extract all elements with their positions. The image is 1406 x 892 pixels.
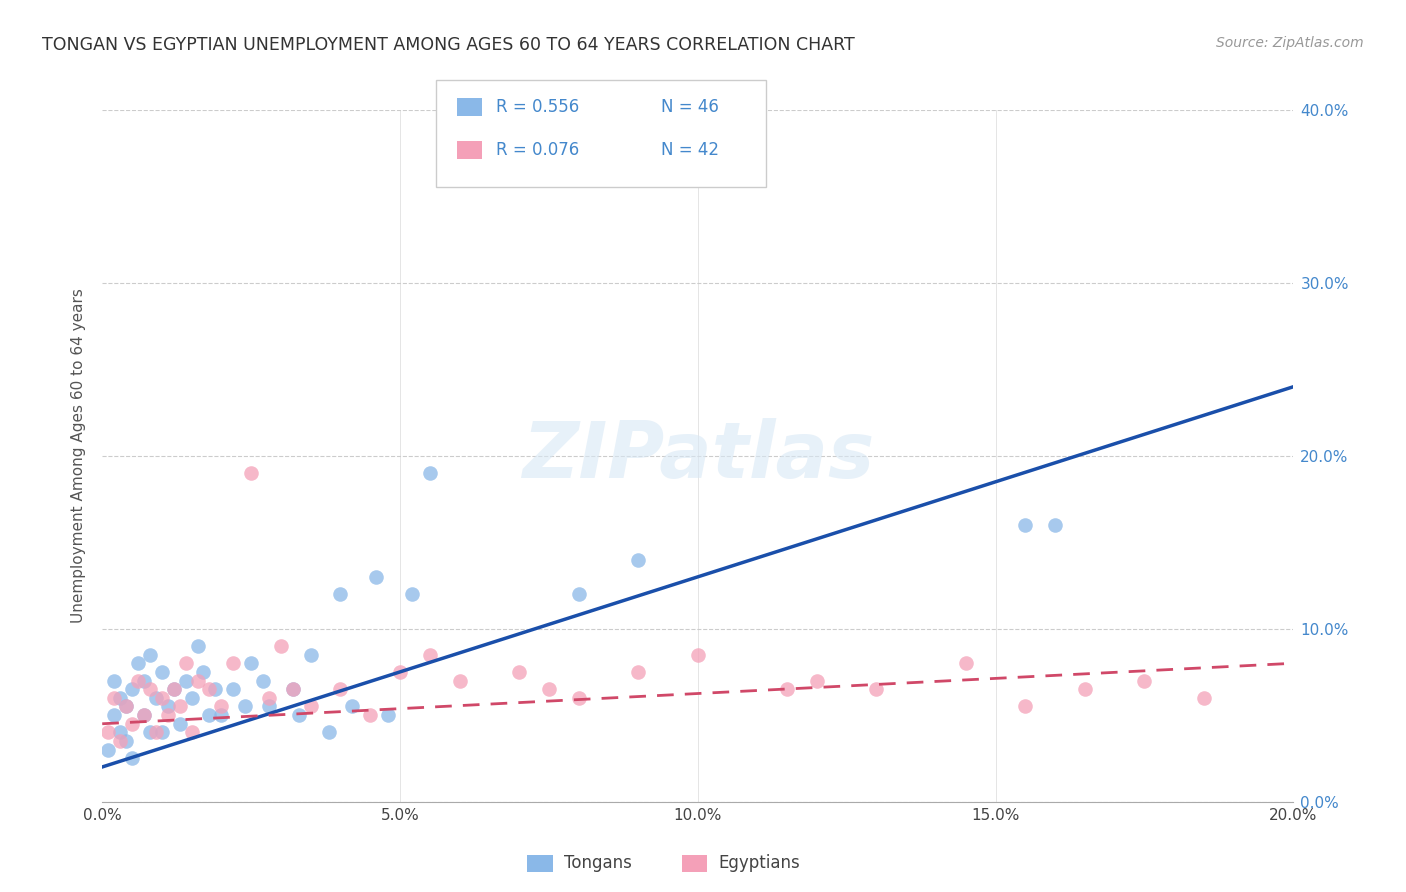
- Point: [209, 708, 232, 723]
- Point: [222, 682, 245, 697]
- Point: [299, 648, 322, 662]
- Text: Tongans: Tongans: [564, 855, 631, 872]
- Point: [198, 682, 221, 697]
- Point: [508, 665, 530, 679]
- Point: [233, 699, 256, 714]
- Point: [537, 682, 560, 697]
- Point: [329, 682, 352, 697]
- Point: [366, 570, 388, 584]
- Point: [163, 682, 186, 697]
- Point: [103, 708, 125, 723]
- Point: [568, 690, 591, 705]
- Point: [174, 657, 197, 671]
- Point: [1014, 518, 1036, 533]
- Point: [121, 716, 143, 731]
- Point: [270, 639, 292, 653]
- Point: [150, 725, 173, 739]
- Point: [121, 751, 143, 765]
- Point: [299, 699, 322, 714]
- Point: [145, 690, 167, 705]
- Point: [108, 734, 131, 748]
- Point: [115, 734, 138, 748]
- Point: [359, 708, 381, 723]
- Point: [198, 708, 221, 723]
- Point: [150, 690, 173, 705]
- Text: Source: ZipAtlas.com: Source: ZipAtlas.com: [1216, 36, 1364, 50]
- Point: [222, 657, 245, 671]
- Point: [568, 587, 591, 601]
- Text: N = 46: N = 46: [661, 98, 718, 116]
- Point: [115, 699, 138, 714]
- Point: [377, 708, 399, 723]
- Point: [342, 699, 364, 714]
- Point: [115, 699, 138, 714]
- Point: [287, 708, 309, 723]
- Point: [281, 682, 304, 697]
- Point: [257, 690, 280, 705]
- Point: [865, 682, 887, 697]
- Point: [318, 725, 340, 739]
- Point: [209, 699, 232, 714]
- Point: [1014, 699, 1036, 714]
- Point: [132, 708, 155, 723]
- Point: [204, 682, 226, 697]
- Point: [132, 673, 155, 688]
- Point: [252, 673, 274, 688]
- Point: [127, 657, 149, 671]
- Point: [127, 673, 149, 688]
- Point: [686, 648, 709, 662]
- Point: [240, 466, 263, 480]
- Point: [627, 552, 650, 566]
- Point: [150, 665, 173, 679]
- Point: [388, 665, 411, 679]
- Text: R = 0.556: R = 0.556: [496, 98, 579, 116]
- Point: [401, 587, 423, 601]
- Point: [169, 716, 191, 731]
- Point: [139, 648, 162, 662]
- Point: [257, 699, 280, 714]
- Point: [169, 699, 191, 714]
- Point: [121, 682, 143, 697]
- Text: R = 0.076: R = 0.076: [496, 141, 579, 159]
- Point: [180, 690, 202, 705]
- Point: [806, 673, 828, 688]
- Text: TONGAN VS EGYPTIAN UNEMPLOYMENT AMONG AGES 60 TO 64 YEARS CORRELATION CHART: TONGAN VS EGYPTIAN UNEMPLOYMENT AMONG AG…: [42, 36, 855, 54]
- Point: [449, 673, 471, 688]
- Point: [180, 725, 202, 739]
- Point: [174, 673, 197, 688]
- Point: [108, 690, 131, 705]
- Point: [186, 673, 208, 688]
- Point: [156, 708, 179, 723]
- Point: [156, 699, 179, 714]
- Point: [139, 725, 162, 739]
- Point: [1133, 673, 1156, 688]
- Text: ZIPatlas: ZIPatlas: [522, 417, 875, 494]
- Point: [419, 648, 441, 662]
- Point: [103, 673, 125, 688]
- Point: [108, 725, 131, 739]
- Point: [139, 682, 162, 697]
- Point: [281, 682, 304, 697]
- Point: [145, 725, 167, 739]
- Point: [627, 665, 650, 679]
- Point: [186, 639, 208, 653]
- Text: Egyptians: Egyptians: [718, 855, 800, 872]
- Point: [240, 657, 263, 671]
- Point: [193, 665, 215, 679]
- Y-axis label: Unemployment Among Ages 60 to 64 years: Unemployment Among Ages 60 to 64 years: [72, 288, 86, 624]
- Point: [419, 466, 441, 480]
- Point: [776, 682, 799, 697]
- Point: [329, 587, 352, 601]
- Point: [955, 657, 977, 671]
- Point: [1192, 690, 1215, 705]
- Point: [103, 690, 125, 705]
- Text: N = 42: N = 42: [661, 141, 718, 159]
- Point: [97, 742, 120, 756]
- Point: [97, 725, 120, 739]
- Point: [132, 708, 155, 723]
- Point: [163, 682, 186, 697]
- Point: [1074, 682, 1097, 697]
- Point: [1043, 518, 1066, 533]
